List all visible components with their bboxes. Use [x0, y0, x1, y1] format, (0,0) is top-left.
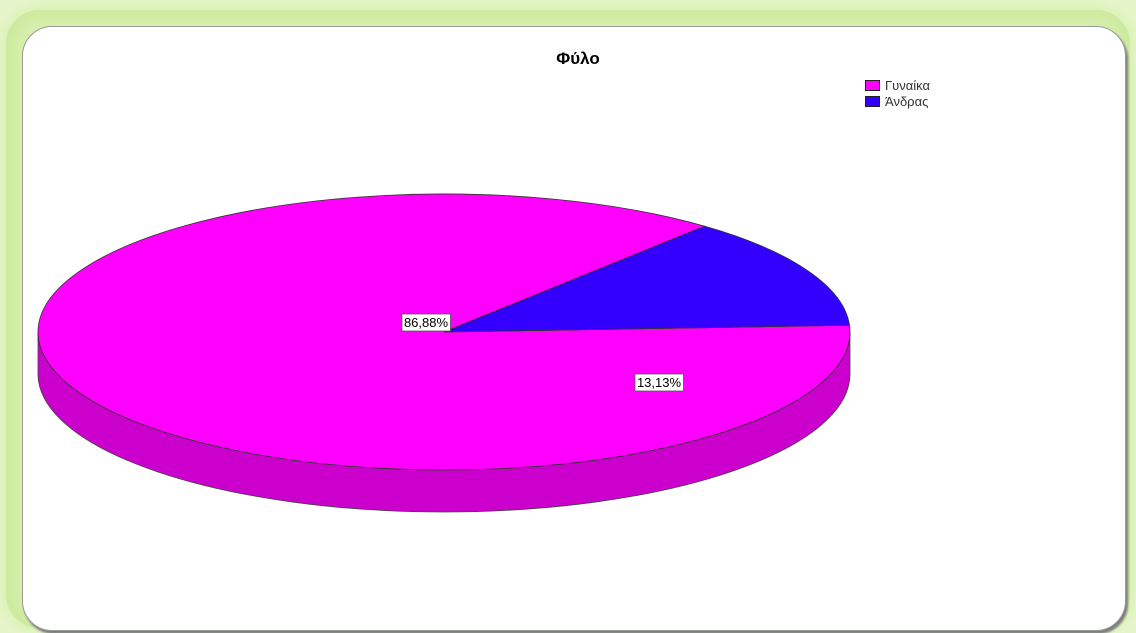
pie-label-box-1 — [634, 373, 684, 392]
chart-card: Φύλο Γυναίκα Άνδρας 86,88% 13,13% — [22, 26, 1126, 631]
legend-item-female: Γυναίκα — [865, 77, 930, 93]
pie-label-0: 86,88% — [404, 315, 449, 330]
chart-frame: Φύλο Γυναίκα Άνδρας 86,88% 13,13% — [6, 10, 1130, 631]
legend-item-male: Άνδρας — [865, 93, 930, 109]
chart-title: Φύλο — [556, 49, 600, 68]
legend-label-female: Γυναίκα — [885, 77, 931, 93]
legend-swatch-female — [865, 79, 880, 91]
pie-chart: 86,88% 13,13% — [37, 193, 851, 513]
pie-label-1: 13,13% — [637, 375, 682, 390]
legend-swatch-male — [865, 95, 880, 107]
pie-label-box-0 — [401, 313, 451, 332]
legend-label-male: Άνδρας — [885, 93, 929, 109]
pie-slice-1 — [443, 225, 850, 333]
chart-legend: Γυναίκα Άνδρας — [865, 77, 930, 109]
